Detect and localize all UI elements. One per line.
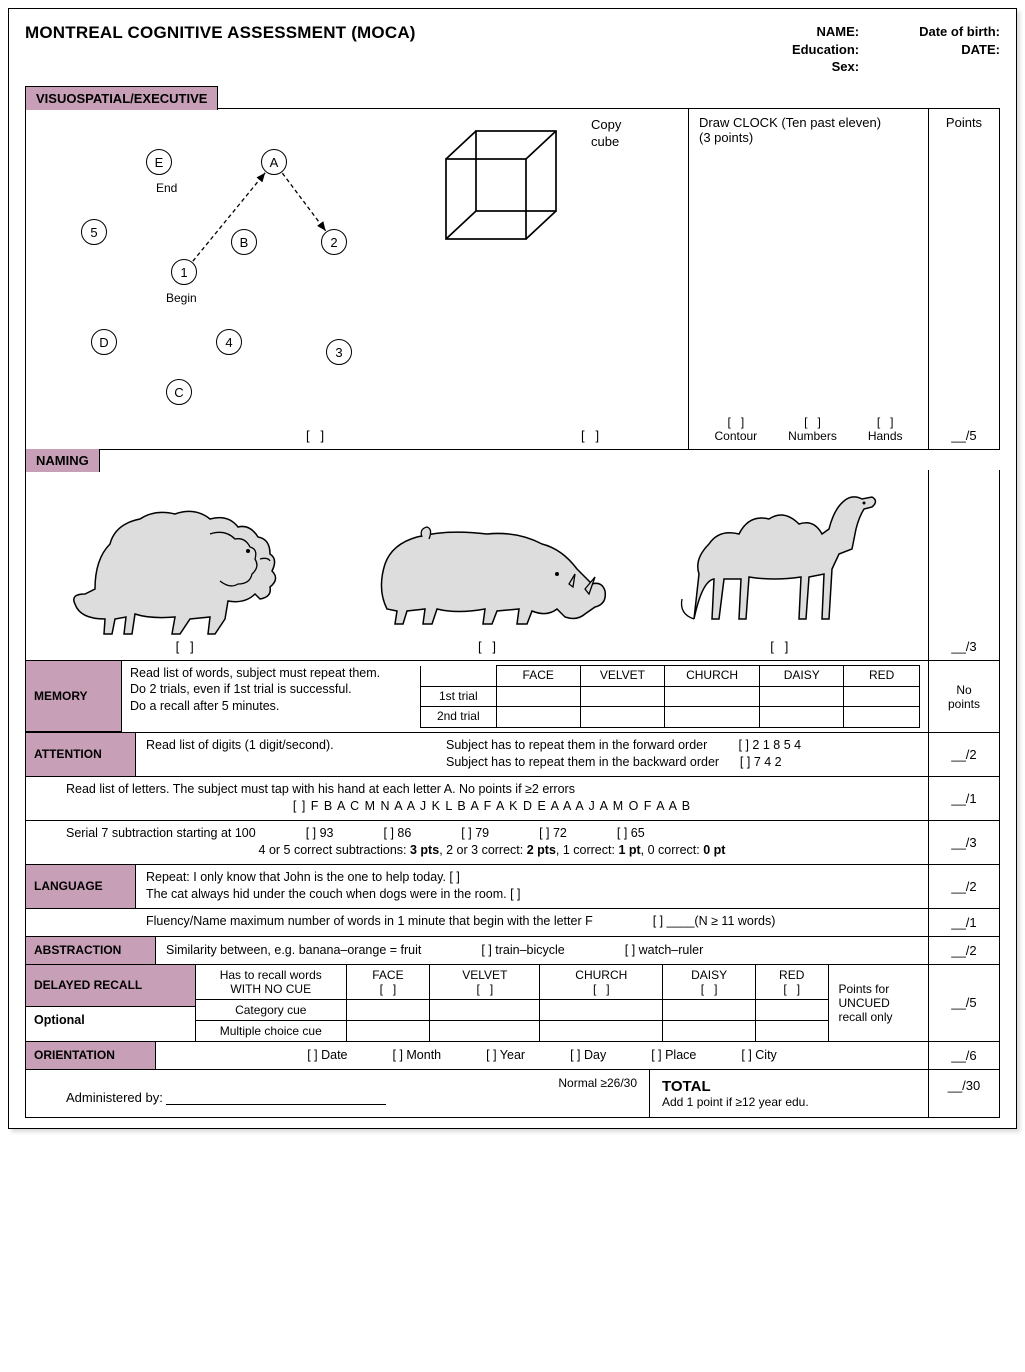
memory-table: FACE VELVET CHURCH DAISY RED 1st trial 2… xyxy=(420,665,920,728)
clock-contour-check[interactable]: [ ]Contour xyxy=(714,415,757,443)
trail-node-1: 1 xyxy=(171,259,197,285)
attention-backward-check[interactable]: [ ] 7 4 2 xyxy=(740,755,782,769)
orientation-score: __/6 xyxy=(929,1042,999,1069)
clock-hands-check[interactable]: [ ]Hands xyxy=(868,415,903,443)
fluency-check[interactable]: [ ] ____(N ≥ 11 words) xyxy=(653,913,776,932)
trail-node-A: A xyxy=(261,149,287,175)
moca-form: MONTREAL COGNITIVE ASSESSMENT (MOCA) NAM… xyxy=(8,8,1017,1129)
trail-node-3: 3 xyxy=(326,339,352,365)
header-fields: NAME: Education: Sex: Date of birth: DAT… xyxy=(792,23,1000,76)
trail-node-5: 5 xyxy=(81,219,107,245)
footer: Administered by: Normal ≥26/30 TOTAL Add… xyxy=(25,1070,1000,1118)
recall-section: DELAYED RECALL Optional Has to recall wo… xyxy=(25,965,1000,1042)
bonus-label: Add 1 point if ≥12 year edu. xyxy=(662,1095,916,1109)
total-label: TOTAL xyxy=(662,1078,916,1095)
camel-checkbox[interactable]: [ ] xyxy=(770,639,788,654)
visuospatial-label: VISUOSPATIAL/EXECUTIVE xyxy=(25,86,218,110)
attention-digits-instr: Read list of digits (1 digit/second). xyxy=(146,737,446,772)
camel-icon: [ ] xyxy=(664,479,894,654)
recall-label: DELAYED RECALL xyxy=(26,965,196,1007)
fluency-instr: Fluency/Name maximum number of words in … xyxy=(146,913,593,932)
trail-node-D: D xyxy=(91,329,117,355)
trail-node-E: E xyxy=(146,149,172,175)
points-header: Points xyxy=(946,115,982,130)
date-label: DATE: xyxy=(961,41,1000,59)
cube-checkbox[interactable]: [ ] xyxy=(581,428,599,443)
attention-score2: __/1 xyxy=(929,777,999,820)
lion-icon: [ ] xyxy=(60,489,310,654)
trail-node-C: C xyxy=(166,379,192,405)
attention-forward-check[interactable]: [ ] 2 1 8 5 4 xyxy=(739,738,802,752)
name-label: NAME: xyxy=(817,23,860,41)
naming-score: __/3 xyxy=(951,639,976,654)
abstraction-item2[interactable]: [ ] watch–ruler xyxy=(625,942,704,960)
trail-node-B: B xyxy=(231,229,257,255)
normal-label: Normal ≥26/30 xyxy=(529,1070,649,1117)
sex-label: Sex: xyxy=(832,58,859,76)
trail-checkbox[interactable]: [ ] xyxy=(306,428,324,443)
memory-instr: Read list of words, subject must repeat … xyxy=(130,665,420,728)
orientation-section: ORIENTATION [ ] Date [ ] Month [ ] Year … xyxy=(25,1042,1000,1070)
page-title: MONTREAL COGNITIVE ASSESSMENT (MOCA) xyxy=(25,23,416,76)
trail-diagram: EEndA5B21BeginD43C xyxy=(26,109,406,409)
language-repeat2[interactable]: The cat always hid under the couch when … xyxy=(146,886,918,904)
admin-input[interactable] xyxy=(166,1091,386,1105)
admin-label: Administered by: xyxy=(66,1090,163,1105)
visuospatial-section: VISUOSPATIAL/EXECUTIVE EEndA5B21BeginD43… xyxy=(25,86,1000,451)
memory-points: No points xyxy=(929,661,999,732)
recall-table: Has to recall words WITH NO CUE FACE[ ] … xyxy=(196,965,928,1041)
lion-checkbox[interactable]: [ ] xyxy=(176,639,194,654)
trail-node-4: 4 xyxy=(216,329,242,355)
clock-numbers-check[interactable]: [ ]Numbers xyxy=(788,415,837,443)
visuospatial-points: Points __/5 xyxy=(929,109,999,449)
attention-letters-instr: Read list of letters. The subject must t… xyxy=(66,781,918,799)
memory-label: MEMORY xyxy=(26,661,122,732)
optional-label: Optional xyxy=(26,1007,196,1041)
dob-label: Date of birth: xyxy=(919,23,1000,41)
total-score: __/30 xyxy=(929,1070,999,1117)
abstraction-label: ABSTRACTION xyxy=(26,937,156,964)
language-score2: __/1 xyxy=(929,909,999,936)
header: MONTREAL COGNITIVE ASSESSMENT (MOCA) NAM… xyxy=(25,23,1000,76)
language-repeat1[interactable]: Repeat: I only know that John is the one… xyxy=(146,869,918,887)
attention-letters-check[interactable]: [ ] F B A C M N A A J K L B A F A K D E … xyxy=(66,798,918,816)
clock-instr: Draw CLOCK (Ten past eleven) (3 points) xyxy=(699,115,918,145)
clock-area: Draw CLOCK (Ten past eleven) (3 points) … xyxy=(689,109,929,449)
orientation-label: ORIENTATION xyxy=(26,1042,156,1069)
recall-score: __/5 xyxy=(929,965,999,1041)
trail-node-2: 2 xyxy=(321,229,347,255)
abstraction-item1[interactable]: [ ] train–bicycle xyxy=(481,942,564,960)
visuospatial-main: EEndA5B21BeginD43C Copy cube xyxy=(26,109,689,449)
language-label: LANGUAGE xyxy=(26,865,136,908)
abstraction-text: Similarity between, e.g. banana–orange =… xyxy=(166,942,421,960)
abstraction-score: __/2 xyxy=(929,937,999,964)
serial7-instr: Serial 7 subtraction starting at 100 xyxy=(66,825,256,843)
language-section: LANGUAGE Repeat: I only know that John i… xyxy=(25,865,1000,937)
rhino-checkbox[interactable]: [ ] xyxy=(478,639,496,654)
naming-label: NAMING xyxy=(25,449,100,472)
attention-section: ATTENTION Read list of digits (1 digit/s… xyxy=(25,733,1000,865)
attention-score1: __/2 xyxy=(929,733,999,776)
copy-cube-label: Copy cube xyxy=(591,117,621,151)
rhino-icon: [ ] xyxy=(357,489,617,654)
language-score1: __/2 xyxy=(929,865,999,908)
abstraction-section: ABSTRACTION Similarity between, e.g. ban… xyxy=(25,937,1000,965)
cube-icon xyxy=(426,119,566,259)
education-label: Education: xyxy=(792,41,859,59)
naming-section: NAMING [ ] xyxy=(25,449,1000,662)
memory-section: MEMORY Read list of words, subject must … xyxy=(25,661,1000,733)
visuospatial-score: __/5 xyxy=(951,428,976,443)
attention-score3: __/3 xyxy=(929,821,999,864)
attention-label: ATTENTION xyxy=(26,733,136,776)
